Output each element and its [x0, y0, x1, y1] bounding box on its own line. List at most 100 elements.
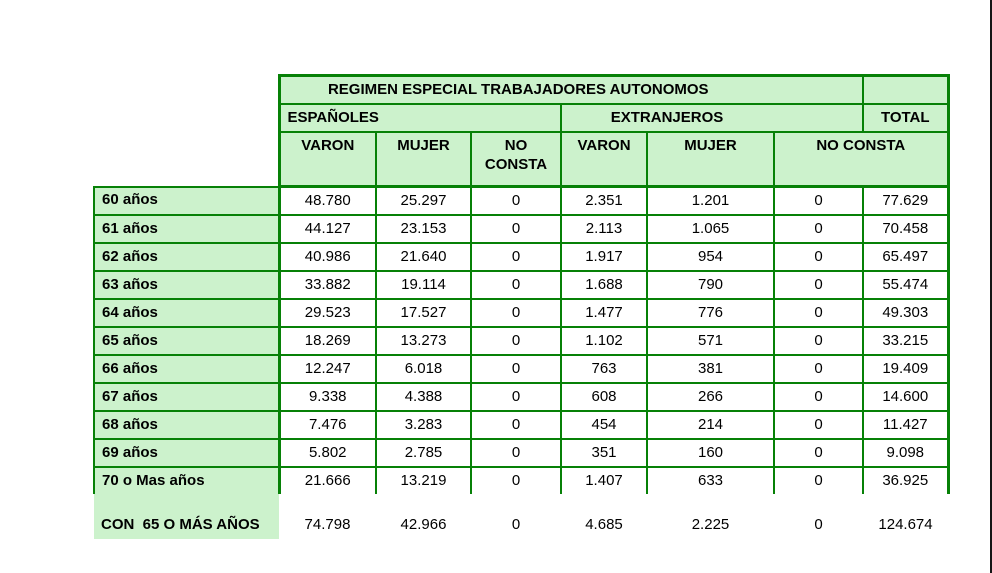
row-label: 65 años	[93, 326, 280, 356]
cell-value: 1.201	[646, 185, 775, 216]
row-label: 67 años	[93, 382, 280, 412]
table-body: 60 años 48.780 25.297 0 2.351 1.201 0 77.629 61 …	[93, 185, 950, 494]
cell-value: 19.409	[862, 354, 950, 384]
cell-value: 1.065	[646, 214, 775, 244]
col-header-mujer-esp: MUJER	[375, 131, 472, 188]
col-header-noconsta-ext: NO CONSTA	[772, 131, 950, 188]
col-header-noconsta-esp: NO CONSTA	[470, 131, 562, 188]
cell-value: 381	[646, 354, 775, 384]
row-label: 68 años	[93, 410, 280, 440]
cell-value: 1.477	[560, 298, 648, 328]
summary-value: 0	[511, 516, 521, 534]
cell-value: 0	[470, 214, 562, 244]
cell-value: 0	[470, 382, 562, 412]
cell-value: 0	[772, 326, 865, 356]
cell-value: 0	[470, 242, 562, 272]
cell-value: 0	[772, 354, 865, 384]
cell-value: 351	[560, 438, 648, 468]
cell-value: 763	[560, 354, 648, 384]
cell-value: 214	[646, 410, 775, 440]
row-label: 63 años	[93, 270, 280, 300]
group-header-row: ESPAÑOLES EXTRANJEROS TOTAL	[94, 103, 950, 133]
table-row: 65 años 18.269 13.273 0 1.102 571 0 33.215	[93, 326, 950, 356]
title-blank-cell	[862, 74, 950, 105]
cell-value: 21.666	[277, 466, 377, 494]
summary-value: 4.685	[585, 516, 623, 534]
cell-value: 0	[470, 185, 562, 216]
cell-value: 571	[646, 326, 775, 356]
cell-value: 7.476	[277, 410, 377, 440]
group-espanoles: ESPAÑOLES	[277, 103, 562, 133]
table-row: 68 años 7.476 3.283 0 454 214 0 11.427	[93, 410, 950, 440]
cell-value: 14.600	[862, 382, 950, 412]
autonomos-age-table: REGIMEN ESPECIAL TRABAJADORES AUTONOMOS …	[93, 74, 950, 539]
cell-value: 0	[470, 326, 562, 356]
cell-value: 0	[470, 410, 562, 440]
cell-value: 77.629	[862, 185, 950, 216]
group-extranjeros: EXTRANJEROS	[559, 103, 865, 133]
group-total: TOTAL	[862, 103, 950, 133]
cell-value: 17.527	[375, 298, 472, 328]
cell-value: 0	[772, 410, 865, 440]
row-label: 70 o Mas años	[93, 466, 280, 494]
cell-value: 0	[772, 214, 865, 244]
cell-value: 0	[470, 438, 562, 468]
row-label: 61 años	[93, 214, 280, 244]
cell-value: 1.688	[560, 270, 648, 300]
cell-value: 36.925	[862, 466, 950, 494]
cell-value: 0	[772, 270, 865, 300]
table-row: 60 años 48.780 25.297 0 2.351 1.201 0 77.629	[93, 185, 950, 216]
page-right-border-line	[990, 0, 992, 573]
table-row: 62 años 40.986 21.640 0 1.917 954 0 65.497	[93, 242, 950, 272]
table-title: REGIMEN ESPECIAL TRABAJADORES AUTONOMOS	[277, 74, 865, 105]
table-title-row: REGIMEN ESPECIAL TRABAJADORES AUTONOMOS	[94, 74, 950, 105]
row-label: 60 años	[93, 185, 280, 216]
cell-value: 0	[470, 354, 562, 384]
cell-value: 4.388	[375, 382, 472, 412]
gap-label-cell	[94, 494, 279, 512]
cell-value: 0	[470, 466, 562, 494]
summary-value: 124.674	[878, 516, 933, 534]
cell-value: 70.458	[862, 214, 950, 244]
cell-value: 0	[772, 438, 865, 468]
cell-value: 9.338	[277, 382, 377, 412]
cell-value: 33.882	[277, 270, 377, 300]
cell-value: 11.427	[862, 410, 950, 440]
table-row: 70 o Mas años 21.666 13.219 0 1.407 633 0 36.92…	[93, 466, 950, 494]
cell-value: 49.303	[862, 298, 950, 328]
cell-value: 633	[646, 466, 775, 494]
cell-value: 160	[646, 438, 775, 468]
table-row: 63 años 33.882 19.114 0 1.688 790 0 55.474	[93, 270, 950, 300]
cell-value: 9.098	[862, 438, 950, 468]
cell-value: 12.247	[277, 354, 377, 384]
row-label: 62 años	[93, 242, 280, 272]
cell-value: 0	[772, 382, 865, 412]
cell-value: 5.802	[277, 438, 377, 468]
summary-label: CON 65 O MÁS AÑOS	[94, 512, 279, 539]
gap-row	[94, 494, 948, 512]
cell-value: 266	[646, 382, 775, 412]
cell-value: 2.785	[375, 438, 472, 468]
cell-value: 0	[772, 185, 865, 216]
cell-value: 25.297	[375, 185, 472, 216]
cell-value: 776	[646, 298, 775, 328]
cell-value: 29.523	[277, 298, 377, 328]
col-header-varon-ext: VARON	[560, 131, 648, 188]
cell-value: 21.640	[375, 242, 472, 272]
col-header-mujer-ext: MUJER	[646, 131, 775, 188]
cell-value: 1.407	[560, 466, 648, 494]
summary-value: 0	[814, 516, 823, 534]
table-row: 66 años 12.247 6.018 0 763 381 0 19.409	[93, 354, 950, 384]
cell-value: 0	[470, 298, 562, 328]
cell-value: 3.283	[375, 410, 472, 440]
header-spacer-cell	[94, 75, 279, 104]
cell-value: 1.917	[560, 242, 648, 272]
header-spacer-cell	[94, 104, 279, 132]
cell-value: 65.497	[862, 242, 950, 272]
summary-row: CON 65 O MÁS AÑOS 74.798 42.966 0 4.685 …	[94, 512, 948, 539]
cell-value: 454	[560, 410, 648, 440]
cell-value: 0	[772, 242, 865, 272]
cell-value: 13.273	[375, 326, 472, 356]
cell-value: 44.127	[277, 214, 377, 244]
cell-value: 48.780	[277, 185, 377, 216]
